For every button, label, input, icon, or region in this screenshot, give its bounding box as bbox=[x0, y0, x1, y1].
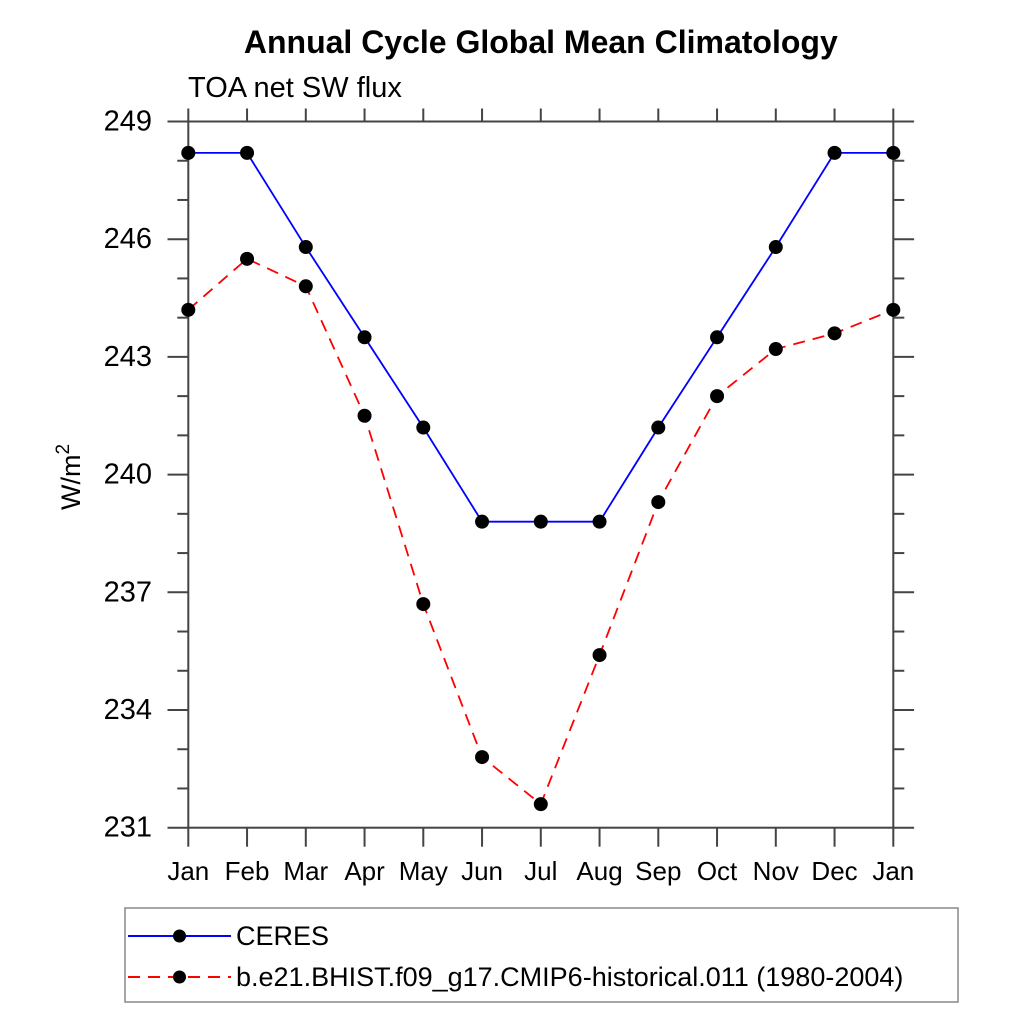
x-tick-label: Jun bbox=[461, 856, 503, 886]
data-point-marker-1 bbox=[357, 408, 372, 423]
data-point-marker-0 bbox=[886, 145, 901, 160]
x-tick-label: Sep bbox=[635, 856, 681, 886]
y-tick-label: 249 bbox=[104, 106, 152, 138]
x-tick-label: Oct bbox=[697, 856, 738, 886]
data-point-marker-1 bbox=[298, 279, 313, 294]
data-point-marker-1 bbox=[533, 797, 548, 812]
y-tick-label: 246 bbox=[104, 223, 152, 255]
x-tick-label: Jul bbox=[524, 856, 557, 886]
y-axis-title: W/m2 bbox=[53, 444, 86, 510]
data-point-marker-0 bbox=[181, 145, 196, 160]
data-point-marker-1 bbox=[240, 251, 255, 266]
legend: CERES b.e21.BHIST.f09_g17.CMIP6-historic… bbox=[124, 907, 959, 1003]
x-tick-label: Aug bbox=[576, 856, 622, 886]
legend-box bbox=[124, 907, 959, 1003]
legend-label-model: b.e21.BHIST.f09_g17.CMIP6-historical.011… bbox=[236, 962, 903, 992]
x-tick-label: Nov bbox=[753, 856, 799, 886]
data-point-marker-0 bbox=[592, 514, 607, 529]
data-point-marker-0 bbox=[475, 514, 490, 529]
x-tick-label: Jan bbox=[167, 856, 209, 886]
y-tick-label: 234 bbox=[104, 694, 152, 726]
y-tick-label: 231 bbox=[104, 812, 152, 844]
data-point-marker-0 bbox=[357, 330, 372, 345]
data-point-marker-0 bbox=[416, 420, 431, 435]
data-point-marker-0 bbox=[240, 145, 255, 160]
data-point-marker-1 bbox=[827, 326, 842, 341]
data-point-marker-0 bbox=[827, 145, 842, 160]
x-tick-label: Apr bbox=[344, 856, 385, 886]
legend-marker-model-icon bbox=[173, 970, 186, 984]
series-line-1 bbox=[187, 257, 894, 806]
data-point-marker-1 bbox=[181, 302, 196, 317]
data-point-marker-0 bbox=[298, 240, 313, 255]
x-tick-label: Jan bbox=[872, 856, 914, 886]
chart-title: Annual Cycle Global Mean Climatology bbox=[244, 24, 838, 60]
chart-subtitle: TOA net SW flux bbox=[188, 72, 402, 104]
data-point-marker-0 bbox=[768, 240, 783, 255]
y-tick-label: 237 bbox=[104, 576, 152, 608]
series-line-0 bbox=[188, 151, 894, 523]
x-tick-label: May bbox=[399, 856, 448, 886]
data-point-marker-1 bbox=[416, 597, 431, 612]
data-point-marker-1 bbox=[475, 750, 490, 765]
legend-label-ceres: CERES bbox=[236, 921, 329, 951]
data-point-marker-1 bbox=[651, 495, 666, 510]
data-point-marker-1 bbox=[768, 342, 783, 357]
plot-area: 231 234 237 240 243 246 249 Jan Feb Mar Apr May Jun J… bbox=[53, 106, 914, 887]
x-tick-label: Dec bbox=[811, 856, 857, 886]
y-tick-label: 243 bbox=[104, 341, 152, 373]
data-point-marker-0 bbox=[710, 330, 725, 345]
legend-marker-ceres-icon bbox=[173, 929, 186, 943]
data-point-marker-0 bbox=[651, 420, 666, 435]
x-tick-label: Mar bbox=[283, 856, 328, 886]
data-point-marker-0 bbox=[533, 514, 548, 529]
data-point-marker-1 bbox=[592, 648, 607, 663]
y-tick-label: 240 bbox=[104, 459, 152, 491]
data-point-marker-1 bbox=[886, 302, 901, 317]
data-point-marker-1 bbox=[710, 389, 725, 404]
x-tick-label: Feb bbox=[225, 856, 270, 886]
